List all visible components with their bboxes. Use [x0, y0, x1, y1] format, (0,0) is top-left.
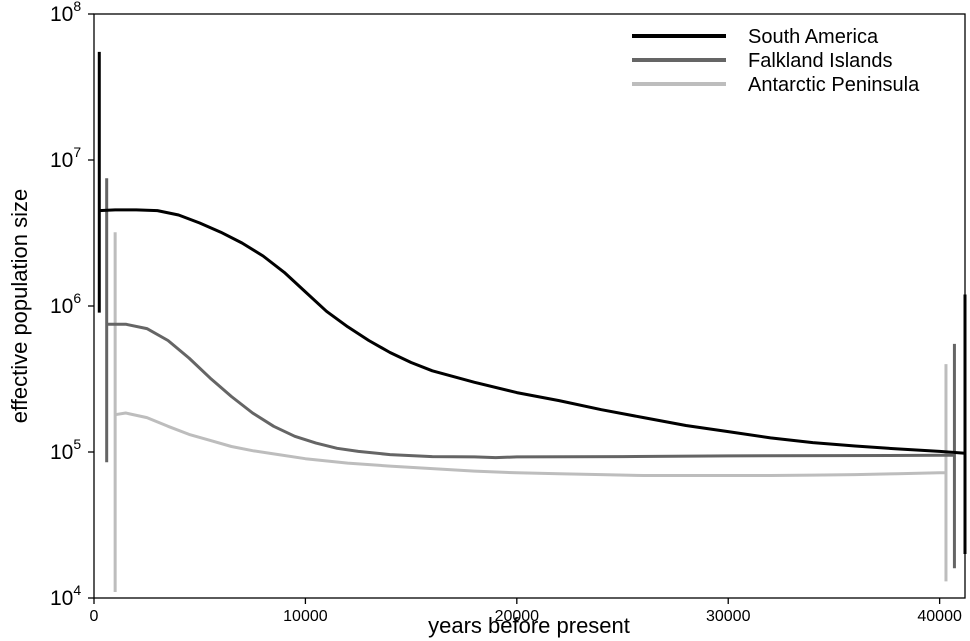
series-line-2: [114, 411, 946, 477]
y-axis-ticks: 104 105 106 107 108: [50, 0, 94, 610]
x-tick-label-1: 10000: [283, 608, 328, 625]
series-line-0: [99, 208, 966, 455]
y-tick-label-3: 107: [50, 144, 81, 172]
plot-frame: [93, 13, 966, 599]
x-tick-label-3: 30000: [706, 608, 751, 625]
series-lines: [99, 208, 966, 477]
legend-label-2: Antarctic Peninsula: [748, 74, 920, 96]
x-tick-label-4: 40000: [917, 608, 962, 625]
y-tick-label-2: 106: [50, 290, 81, 318]
x-axis-ticks: 0 10000 20000 30000 40000: [90, 598, 962, 625]
legend-label-1: Falkland Islands: [748, 50, 893, 72]
series-line-1: [106, 322, 955, 460]
x-tick-label-2: 20000: [495, 608, 540, 625]
y-tick-label-1: 105: [50, 436, 81, 464]
y-tick-label-4: 108: [50, 0, 81, 26]
x-axis-label: years before present: [428, 613, 630, 638]
legend-label-0: South America: [748, 26, 879, 48]
y-tick-label-0: 104: [50, 582, 81, 610]
x-tick-label-0: 0: [90, 608, 99, 625]
confidence-intervals: [97, 51, 967, 592]
y-axis-label: effective population size: [7, 189, 32, 423]
